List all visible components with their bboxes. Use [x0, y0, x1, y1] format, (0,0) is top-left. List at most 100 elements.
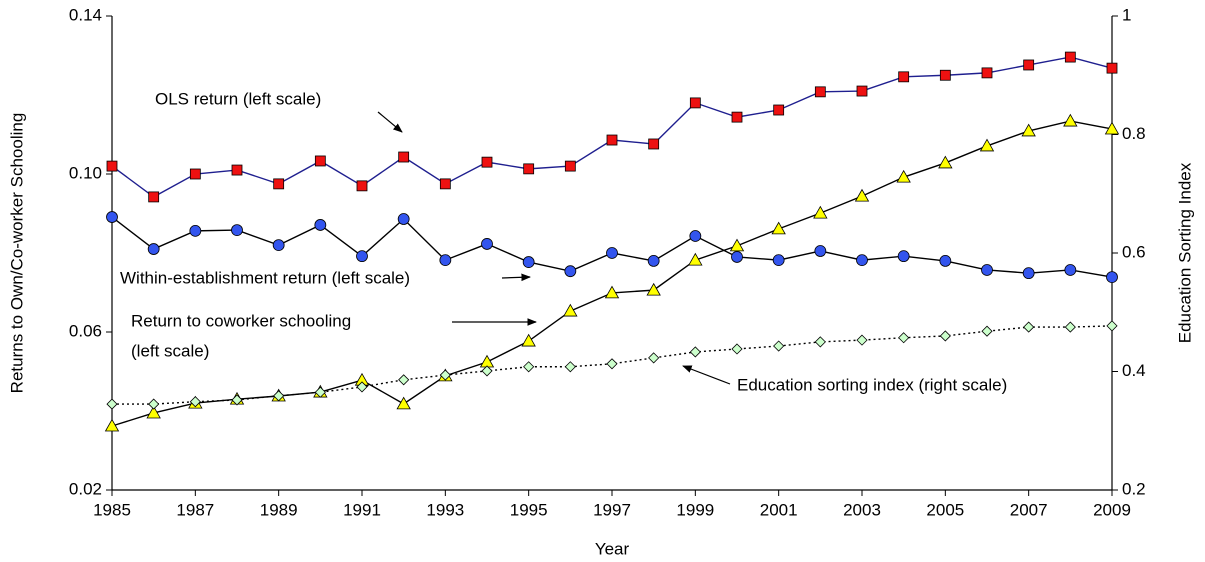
marker	[564, 160, 576, 172]
marker	[147, 243, 160, 255]
series-line	[111, 56, 1113, 198]
x-tick-label: 1989	[260, 500, 298, 519]
marker	[396, 396, 411, 410]
marker	[773, 340, 785, 352]
x-tick-label: 1993	[426, 500, 464, 519]
marker	[856, 334, 868, 346]
marker	[314, 386, 326, 398]
marker	[148, 191, 160, 203]
marker	[1106, 271, 1118, 283]
marker	[106, 160, 118, 172]
marker	[981, 67, 993, 79]
marker	[981, 325, 993, 337]
annotation-arrow	[377, 111, 403, 133]
y-tick-label: 0.10	[69, 163, 102, 182]
marker	[814, 336, 826, 348]
marker	[231, 394, 243, 406]
y2-tick-label: 1	[1122, 5, 1131, 24]
marker	[772, 254, 785, 267]
marker	[397, 213, 410, 225]
marker	[481, 238, 493, 250]
y2-tick-label: 0.8	[1122, 124, 1146, 143]
marker	[648, 138, 660, 150]
plot-area	[104, 51, 1120, 432]
marker	[1023, 321, 1035, 333]
y2-tick-label: 0.2	[1122, 479, 1146, 498]
marker	[854, 188, 870, 202]
marker	[606, 247, 618, 259]
marker	[729, 238, 745, 252]
marker	[231, 164, 243, 176]
marker	[439, 178, 451, 190]
x-tick-label: 1987	[176, 500, 214, 519]
marker	[1106, 320, 1118, 332]
marker	[356, 381, 368, 393]
annotation: Education sorting index (right scale)	[737, 375, 1007, 394]
marker	[646, 282, 661, 296]
marker	[731, 111, 743, 123]
marker	[1063, 113, 1078, 127]
marker	[564, 265, 577, 278]
marker	[898, 71, 910, 83]
y2-tick-label: 0.6	[1122, 242, 1146, 261]
x-tick-label: 1995	[510, 500, 548, 519]
marker	[898, 332, 910, 344]
x-tick-label: 2009	[1093, 500, 1131, 519]
annotation-arrow	[501, 273, 531, 282]
marker	[1021, 123, 1036, 137]
marker	[439, 254, 452, 267]
marker	[523, 361, 535, 373]
marker	[106, 398, 118, 410]
marker	[897, 250, 910, 263]
y2-axis-title: Education Sorting Index	[1175, 162, 1194, 343]
marker	[771, 221, 786, 235]
marker	[189, 224, 202, 237]
marker	[1064, 51, 1076, 63]
marker	[106, 211, 118, 223]
marker	[272, 239, 285, 252]
marker	[731, 343, 743, 355]
marker	[479, 354, 495, 368]
x-tick-label: 1999	[676, 500, 714, 519]
marker	[773, 104, 785, 116]
y-tick-label: 0.14	[69, 5, 102, 24]
marker	[398, 151, 410, 163]
marker	[146, 405, 161, 419]
marker	[1064, 321, 1076, 333]
marker	[521, 333, 536, 347]
marker	[356, 180, 368, 192]
marker	[1064, 264, 1077, 276]
marker	[689, 230, 702, 242]
y-tick-label: 0.06	[69, 321, 102, 340]
marker	[1023, 59, 1035, 71]
marker	[814, 245, 827, 257]
marker	[939, 254, 952, 267]
marker	[314, 155, 326, 167]
y-tick-label: 0.02	[69, 479, 102, 498]
x-axis-title: Year	[595, 539, 630, 558]
marker	[1022, 267, 1035, 280]
marker	[1104, 121, 1120, 135]
y-axis-title: Returns to Own/Co-worker Schooling	[7, 113, 26, 394]
marker	[231, 224, 243, 236]
marker	[356, 250, 368, 263]
marker	[981, 264, 993, 276]
marker	[689, 346, 701, 358]
marker	[481, 156, 493, 168]
marker	[606, 358, 618, 370]
marker	[814, 86, 826, 98]
x-tick-label: 2001	[760, 500, 798, 519]
marker	[896, 169, 911, 183]
marker	[856, 85, 868, 97]
marker	[314, 219, 327, 231]
x-tick-label: 1991	[343, 500, 381, 519]
marker	[938, 155, 953, 169]
x-tick-label: 2003	[843, 500, 881, 519]
annotation-arrow	[682, 365, 731, 385]
marker	[398, 374, 410, 386]
marker	[189, 396, 201, 408]
marker	[189, 168, 201, 180]
marker	[273, 390, 285, 402]
marker	[688, 252, 703, 266]
marker	[273, 178, 285, 190]
